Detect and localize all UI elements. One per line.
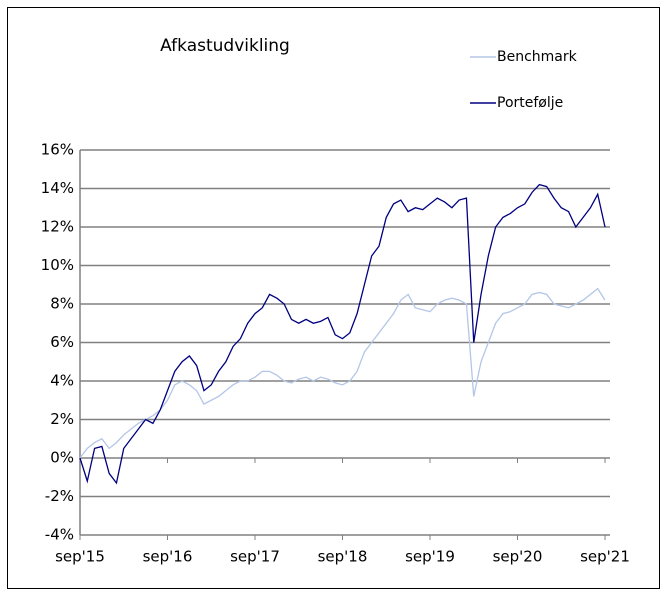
x-tick-label: sep'19	[405, 548, 455, 566]
legend-text: Portefølje	[497, 95, 563, 111]
x-tick-label: sep'15	[55, 548, 105, 566]
y-tick-label: 8%	[50, 295, 74, 313]
y-tick-label: 6%	[50, 333, 74, 351]
x-tick-label: sep'21	[580, 548, 630, 566]
y-tick-label: -2%	[45, 487, 74, 505]
y-tick-label: 14%	[41, 179, 74, 197]
x-tick-label: sep'20	[493, 548, 543, 566]
chart-title: Afkastudvikling	[160, 36, 290, 56]
y-tick-label: 16%	[41, 141, 74, 159]
y-tick-label: 10%	[41, 256, 74, 274]
y-tick-label: 4%	[50, 372, 74, 390]
series-line	[79, 287, 606, 459]
y-tick-label: 2%	[50, 410, 74, 428]
x-tick-label: sep'17	[230, 548, 280, 566]
y-tick-label: 12%	[41, 218, 74, 236]
chart-border	[7, 7, 660, 589]
x-tick-label: sep'18	[318, 548, 368, 566]
legend-text: Benchmark	[497, 49, 578, 65]
y-tick-label: -4%	[45, 526, 74, 544]
x-tick-label: sep'16	[143, 548, 193, 566]
series-line	[79, 183, 606, 485]
y-tick-label: 0%	[50, 449, 74, 467]
